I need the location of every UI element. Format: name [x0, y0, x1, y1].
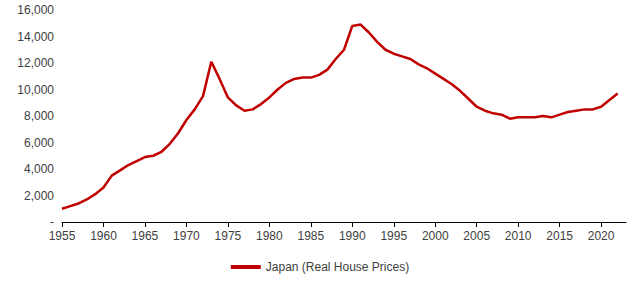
svg-text:2000: 2000 — [422, 229, 449, 243]
svg-text:10,000: 10,000 — [17, 83, 54, 97]
svg-text:8,000: 8,000 — [24, 109, 54, 123]
svg-text:1955: 1955 — [49, 229, 76, 243]
svg-text:1960: 1960 — [90, 229, 117, 243]
svg-text:2015: 2015 — [546, 229, 573, 243]
svg-text:1995: 1995 — [380, 229, 407, 243]
svg-text:2010: 2010 — [505, 229, 532, 243]
svg-text:2,000: 2,000 — [24, 189, 54, 203]
svg-text:12,000: 12,000 — [17, 56, 54, 70]
svg-text:4,000: 4,000 — [24, 162, 54, 176]
svg-text:14,000: 14,000 — [17, 30, 54, 44]
svg-text:6,000: 6,000 — [24, 136, 54, 150]
svg-text:1975: 1975 — [215, 229, 242, 243]
svg-text:2020: 2020 — [588, 229, 615, 243]
svg-text:1980: 1980 — [256, 229, 283, 243]
svg-text:1990: 1990 — [339, 229, 366, 243]
svg-text:Japan (Real House Prices): Japan (Real House Prices) — [266, 260, 409, 274]
svg-text:-: - — [50, 215, 54, 229]
svg-text:1965: 1965 — [132, 229, 159, 243]
svg-text:1985: 1985 — [297, 229, 324, 243]
svg-text:16,000: 16,000 — [17, 3, 54, 17]
svg-text:2005: 2005 — [463, 229, 490, 243]
svg-text:1970: 1970 — [173, 229, 200, 243]
